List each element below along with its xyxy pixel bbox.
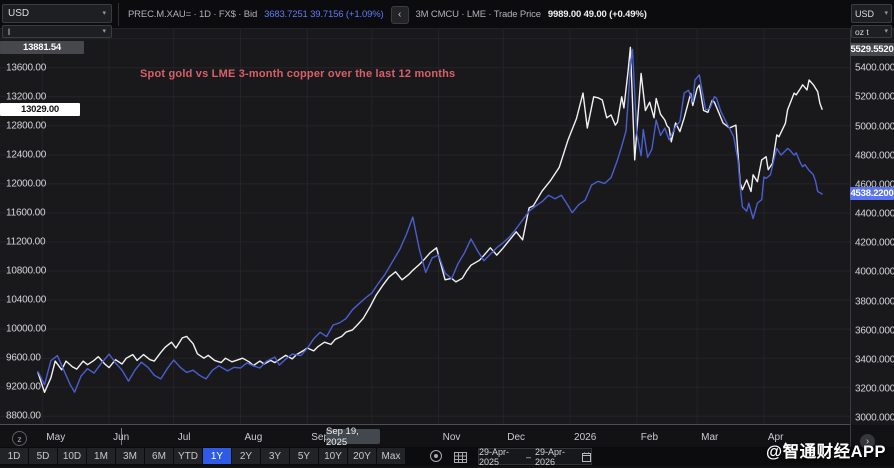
right-axis-tick-label: 5400.0000: [855, 62, 894, 74]
right-axis-tick-label: 4400.0000: [855, 208, 894, 220]
scroll-right-button[interactable]: ›: [860, 434, 875, 449]
left-axis-tick-label: 12000.00: [6, 178, 47, 190]
range-button-10d[interactable]: 10D: [58, 448, 86, 464]
right-axis-currency-dropdown[interactable]: USD ▾: [851, 4, 892, 23]
collapse-legend-button[interactable]: ‹: [390, 5, 409, 24]
x-axis-month-label: Apr: [767, 432, 784, 443]
left-axis-last-price-badge: 13029.00: [0, 102, 80, 116]
right-axis-currency-label: USD: [855, 8, 875, 19]
right-axis-tick-label: 4000.0000: [855, 266, 894, 278]
date-range-from: 29-Apr-2025: [479, 446, 510, 467]
chart-plot-area[interactable]: [0, 29, 894, 425]
x-axis-month-label: Sep: [311, 432, 330, 443]
range-button-6m[interactable]: 6M: [145, 448, 173, 464]
range-button-1m[interactable]: 1M: [87, 448, 115, 464]
top-quote-bar: USD ▾ PREC.M.XAU= · 1D · FX$ · Bid 3683.…: [0, 0, 894, 29]
topbar-separator: [118, 3, 119, 26]
x-axis-month-label: Dec: [507, 432, 526, 443]
instrument2-quote: 9989.00 49.00 (+0.49%): [547, 9, 647, 20]
right-axis-high-badge: 5529.5520: [850, 42, 894, 56]
right-axis-unit-label: oz t: [855, 26, 869, 37]
range-button-5d[interactable]: 5D: [29, 448, 57, 464]
chevron-down-icon: ▾: [884, 10, 888, 17]
x-axis-month-label: 2026: [574, 432, 597, 443]
right-axis-tick-label: 3200.0000: [855, 383, 894, 395]
zoom-reset-button[interactable]: z: [12, 431, 27, 446]
range-button-1y[interactable]: 1Y: [203, 448, 231, 464]
right-axis-tick-label: 4200.0000: [855, 237, 894, 249]
left-axis-tick-label: 11600.00: [6, 207, 46, 219]
right-axis-tick-label: 5200.0000: [855, 91, 894, 103]
x-axis-month-label: Jun: [113, 432, 130, 443]
range-button-20y[interactable]: 20Y: [348, 448, 376, 464]
data-table-icon[interactable]: [454, 450, 467, 468]
instrument2-descriptor: 3M CMCU · LME · Trade Price: [415, 9, 541, 20]
left-axis-high-badge: 13881.54: [0, 40, 84, 54]
watermark-text: @智通财经APP: [766, 443, 887, 461]
right-axis-tick-label: 3600.0000: [855, 325, 894, 337]
left-axis-tick-label: 9600.00: [6, 352, 41, 364]
x-axis-month-label: Nov: [442, 432, 461, 443]
right-axis-tick-label: 4600.0000: [855, 179, 894, 191]
right-axis-tick-label: 3000.0000: [855, 412, 894, 424]
left-axis-tick-label: 9200.00: [6, 381, 41, 393]
date-range-picker[interactable]: 29-Apr-2025 – 29-Apr-2026: [478, 446, 592, 467]
range-button-2y[interactable]: 2Y: [232, 448, 260, 464]
range-button-1d[interactable]: 1D: [0, 448, 28, 464]
right-axis-tick-label: 3800.0000: [855, 296, 894, 308]
chevron-down-icon: ▾: [102, 28, 106, 35]
date-range-separator: –: [525, 451, 531, 462]
calendar-icon: [581, 452, 591, 462]
left-axis-tick-label: 11200.00: [6, 236, 46, 248]
instrument1-quote: 3683.7251 39.7156 (+1.09%): [264, 9, 384, 20]
pane-divider-tick: [121, 428, 122, 445]
left-axis-tick-label: 12400.00: [6, 149, 47, 161]
left-axis-tick-label: 10800.00: [6, 265, 47, 277]
x-axis-month-label: Aug: [244, 432, 263, 443]
left-axis-scale-dropdown[interactable]: l ▾: [2, 25, 112, 38]
range-button-ytd[interactable]: YTD: [174, 448, 202, 464]
left-axis-tick-label: 13200.00: [6, 91, 47, 103]
left-axis-tick-label: 13600.00: [6, 62, 47, 74]
x-axis-month-label: Jul: [177, 432, 191, 443]
range-button-row: 1D 5D 10D 1M 3M 6M YTD 1Y 2Y 3Y 5Y 10Y 20Y Max: [0, 448, 405, 464]
left-axis-tick-label: 12800.00: [6, 120, 47, 132]
right-axis-last-price-badge: 4538.2200: [850, 187, 894, 201]
instrument1-descriptor: PREC.M.XAU= · 1D · FX$ · Bid: [128, 9, 258, 20]
realtime-target-icon[interactable]: [430, 450, 442, 462]
x-axis-month-label: Feb: [640, 432, 659, 443]
right-axis-unit-dropdown[interactable]: oz t ▾: [851, 25, 892, 38]
left-axis-currency-label: USD: [8, 8, 30, 19]
date-range-to: 29-Apr-2026: [535, 446, 566, 467]
range-toolbar: 1D 5D 10D 1M 3M 6M YTD 1Y 2Y 3Y 5Y 10Y 20Y Max 29-Apr…: [0, 446, 894, 468]
left-axis-currency-dropdown[interactable]: USD ▾: [2, 4, 112, 23]
crosshair-date-badge: Sep 19, 2025: [326, 426, 380, 448]
right-axis-tick-label: 5000.0000: [855, 121, 894, 133]
chevron-down-icon: ▾: [884, 28, 888, 35]
range-button-3m[interactable]: 3M: [116, 448, 144, 464]
right-axis-tick-label: 3400.0000: [855, 354, 894, 366]
chart-annotation-text: Spot gold vs LME 3-month copper over the…: [140, 68, 456, 80]
right-axis-tick-label: 4800.0000: [855, 150, 894, 162]
range-button-max[interactable]: Max: [377, 448, 405, 464]
left-axis-tick-label: 8800.00: [6, 410, 41, 422]
range-button-5y[interactable]: 5Y: [290, 448, 318, 464]
x-axis-month-label: Mar: [701, 432, 719, 443]
chevron-down-icon: ▾: [102, 10, 106, 17]
x-axis-month-label: May: [46, 432, 66, 443]
instrument-legend: PREC.M.XAU= · 1D · FX$ · Bid 3683.7251 3…: [128, 0, 647, 29]
range-button-10y[interactable]: 10Y: [319, 448, 347, 464]
left-axis-tick-label: 10400.00: [6, 294, 47, 306]
range-button-3y[interactable]: 3Y: [261, 448, 289, 464]
left-axis-tick-label: 10000.00: [6, 323, 47, 335]
left-axis-scale-label: l: [8, 26, 10, 37]
